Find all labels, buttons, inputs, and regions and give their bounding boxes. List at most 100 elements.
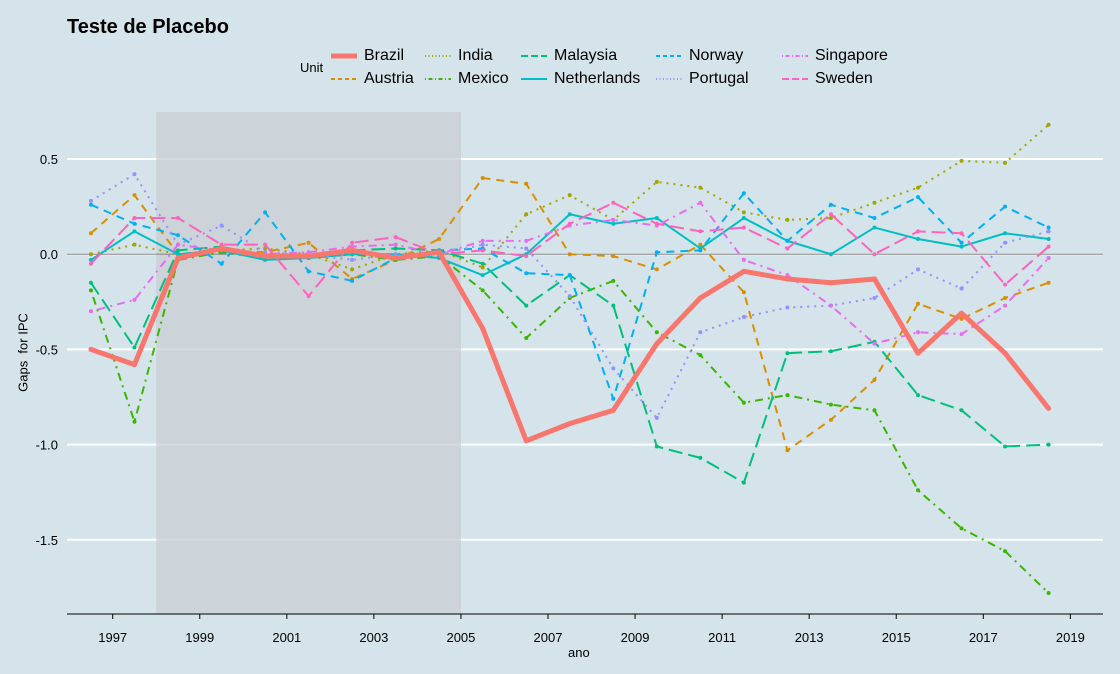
data-point [654, 330, 659, 335]
data-point [1003, 160, 1008, 165]
series-brazil [88, 245, 1052, 444]
data-point [567, 421, 573, 427]
data-point [524, 212, 529, 217]
y-tick-label: -1.5 [36, 533, 58, 548]
data-point [567, 294, 572, 299]
data-point [959, 158, 964, 163]
legend-label: Norway [689, 47, 744, 64]
data-point [610, 407, 616, 413]
x-tick-label: 2017 [969, 630, 998, 645]
data-point [1003, 240, 1008, 245]
data-point [88, 257, 93, 262]
data-point [654, 179, 659, 184]
data-point [698, 185, 703, 190]
data-point [697, 295, 703, 301]
data-point [785, 351, 790, 356]
legend-key [331, 78, 357, 80]
x-tick-label: 2001 [272, 630, 301, 645]
data-point [263, 242, 268, 247]
data-point [611, 278, 616, 283]
data-point [132, 419, 137, 424]
data-point [88, 309, 93, 314]
data-point [1003, 444, 1008, 449]
data-point [611, 217, 616, 222]
data-point [350, 240, 355, 245]
data-point [349, 247, 355, 253]
data-point [524, 335, 529, 340]
legend-label: Singapore [815, 47, 888, 64]
series-norway [88, 191, 1051, 401]
data-point [176, 216, 180, 221]
legend-key [521, 78, 547, 80]
y-tick-label: 0.5 [40, 152, 58, 167]
data-point [1003, 231, 1008, 236]
data-point [524, 238, 529, 243]
data-point [132, 193, 137, 198]
data-point [1003, 295, 1008, 300]
x-tick-label: 2005 [446, 630, 475, 645]
data-point [959, 240, 964, 245]
data-point [741, 257, 746, 262]
data-point [741, 290, 746, 295]
data-point [872, 341, 877, 346]
data-point [88, 252, 93, 257]
data-point [132, 297, 137, 302]
legend-item-sweden: Sweden [781, 70, 873, 88]
data-point [263, 246, 268, 251]
data-point [654, 444, 659, 449]
data-point [871, 276, 877, 282]
data-point [524, 271, 529, 276]
legend-label: Malaysia [554, 47, 618, 64]
data-point [611, 200, 616, 205]
data-point [654, 415, 659, 420]
data-point [567, 252, 572, 257]
data-point [132, 221, 137, 226]
data-point [175, 255, 181, 261]
data-point [959, 316, 964, 321]
data-point [1046, 236, 1051, 241]
data-point [959, 310, 965, 316]
data-point [785, 305, 790, 310]
data-point [741, 268, 747, 274]
data-point [437, 236, 442, 241]
data-point [306, 250, 311, 255]
data-point [567, 193, 572, 198]
x-tick-label: 2011 [708, 630, 736, 645]
data-point [785, 246, 790, 251]
data-point [567, 212, 572, 217]
data-point [350, 257, 355, 262]
data-point [611, 366, 616, 371]
data-point [872, 225, 877, 230]
data-point [916, 330, 920, 335]
data-point [828, 212, 833, 217]
data-point [480, 242, 485, 247]
data-point [480, 273, 485, 278]
legend-label: India [458, 47, 493, 64]
data-point [88, 198, 93, 203]
x-tick-label: 2007 [534, 630, 563, 645]
legend-label: Netherlands [554, 70, 641, 87]
legend-key [425, 55, 451, 57]
data-point [1046, 256, 1051, 261]
data-point [698, 200, 703, 205]
x-tick-label: 2013 [795, 630, 824, 645]
legend-item-mexico: Mexico [424, 70, 509, 88]
data-point [611, 303, 616, 308]
legend-item-austria: Austria [330, 70, 414, 88]
data-point [132, 345, 137, 350]
data-point [176, 248, 180, 253]
y-tick-label: -0.5 [36, 342, 58, 357]
data-point [176, 252, 180, 257]
legend-title: Unit [300, 60, 324, 75]
data-point [785, 238, 790, 243]
data-point [741, 191, 746, 196]
data-point [698, 455, 703, 460]
data-point [698, 242, 703, 247]
data-point [350, 267, 355, 272]
data-point [872, 252, 877, 257]
data-point [1003, 282, 1008, 287]
data-point [88, 261, 93, 266]
data-point [698, 353, 703, 358]
data-point [741, 400, 746, 405]
legend-item-norway: Norway [655, 47, 743, 65]
